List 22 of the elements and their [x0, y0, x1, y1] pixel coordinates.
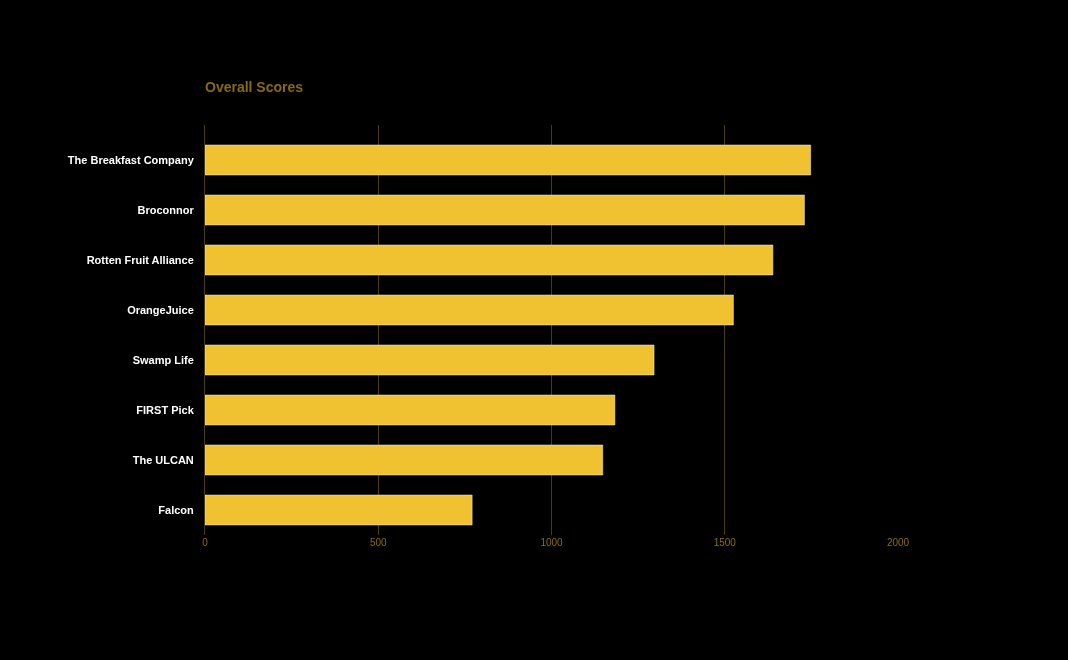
bar — [205, 394, 616, 426]
x-tick-label: 0 — [202, 537, 209, 548]
y-tick-label: The Breakfast Company — [67, 153, 195, 166]
bar — [205, 144, 811, 176]
y-tick-label: Falcon — [158, 503, 195, 516]
x-tick-label: 1000 — [540, 537, 564, 548]
bar — [205, 194, 805, 226]
bar — [205, 444, 604, 476]
bar — [205, 494, 473, 526]
y-tick-label: FIRST Pick — [136, 403, 195, 416]
bar — [205, 344, 655, 376]
bar — [205, 294, 734, 326]
y-tick-label: Rotten Fruit Alliance — [86, 253, 194, 266]
x-tick-label: 2000 — [886, 537, 910, 548]
bar — [205, 244, 774, 276]
chart-title: Overall Scores — [205, 79, 304, 96]
y-tick-label: Swamp Life — [132, 353, 194, 366]
y-tick-label: Broconnor — [137, 203, 195, 216]
y-tick-label: The ULCAN — [132, 453, 194, 466]
x-tick-label: 500 — [369, 537, 388, 548]
y-tick-label: OrangeJuice — [127, 303, 194, 316]
x-tick-label: 1500 — [713, 537, 737, 548]
